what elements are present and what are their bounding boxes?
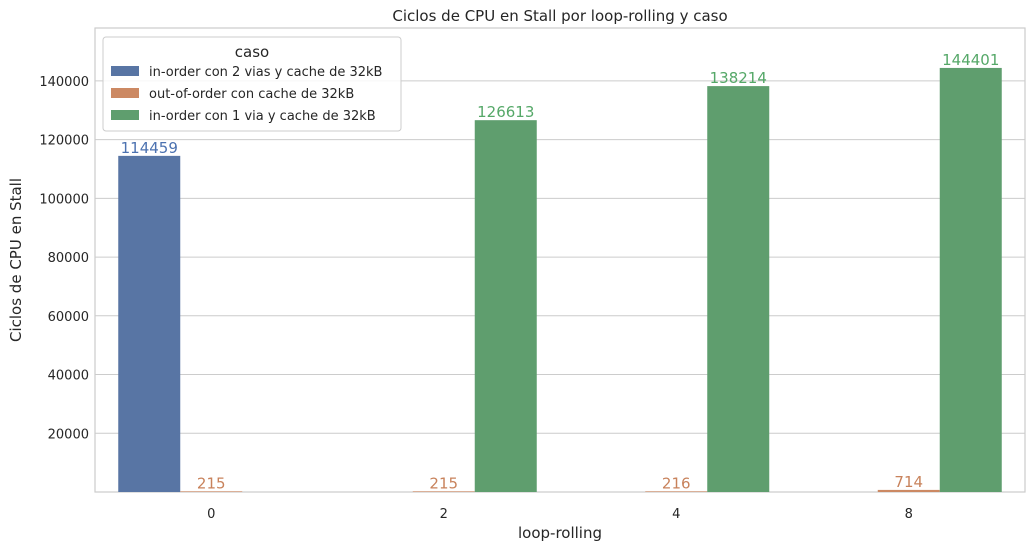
chart-title: Ciclos de CPU en Stall por loop-rolling … (392, 7, 727, 25)
bar (118, 155, 181, 492)
bar (645, 491, 708, 492)
bar (707, 86, 770, 493)
legend-title: caso (235, 43, 269, 61)
bar-value-label: 144401 (942, 51, 999, 69)
bar-value-label: 215 (429, 474, 458, 492)
y-tick-label: 140000 (39, 75, 89, 90)
y-tick-label: 120000 (39, 134, 89, 149)
legend-entry: out-of-order con cache de 32kB (149, 87, 354, 102)
legend: caso in-order con 2 vias y cache de 32kB… (102, 36, 402, 132)
bar (877, 489, 940, 492)
bar (474, 120, 537, 492)
legend-entry: in-order con 1 via y cache de 32kB (149, 109, 376, 124)
y-tick-label: 60000 (48, 310, 89, 325)
x-tick-label: 0 (207, 507, 215, 522)
bar (180, 491, 243, 492)
x-tick-label: 8 (905, 507, 913, 522)
bar-value-label: 714 (894, 473, 923, 491)
x-tick-label: 2 (440, 507, 448, 522)
y-tick-label: 40000 (48, 369, 89, 384)
legend-swatch (111, 66, 139, 76)
legend-swatch (111, 110, 139, 120)
bar-value-label: 114459 (121, 139, 178, 157)
x-ticks: 0 2 4 8 (207, 507, 913, 522)
plot-frame (94, 27, 1026, 493)
bar-value-label: 215 (197, 474, 226, 492)
legend-entry: in-order con 2 vias y cache de 32kB (149, 65, 382, 80)
bar-value-label: 126613 (477, 103, 534, 121)
bar (939, 67, 1002, 492)
bar-value-label: 138214 (710, 69, 767, 87)
bar-value-label: 216 (662, 474, 691, 492)
legend-box (102, 36, 402, 132)
y-tick-label: 80000 (48, 251, 89, 266)
legend-swatch (111, 88, 139, 98)
x-axis-label: loop-rolling (518, 524, 602, 542)
grid (95, 80, 1025, 434)
y-ticks: 20000 40000 60000 80000 100000 120000 140000 (39, 75, 89, 442)
bar-labels: 114459 215 215 126613 216 138214 714 144401 (121, 51, 1000, 492)
x-tick-label: 4 (672, 507, 680, 522)
legend-items: in-order con 2 vias y cache de 32kB out-o… (111, 65, 382, 124)
y-axis-label: Ciclos de CPU en Stall (7, 178, 25, 342)
bar (412, 491, 475, 492)
bars (118, 67, 1002, 493)
y-tick-label: 100000 (39, 192, 89, 207)
y-tick-label: 20000 (48, 427, 89, 442)
